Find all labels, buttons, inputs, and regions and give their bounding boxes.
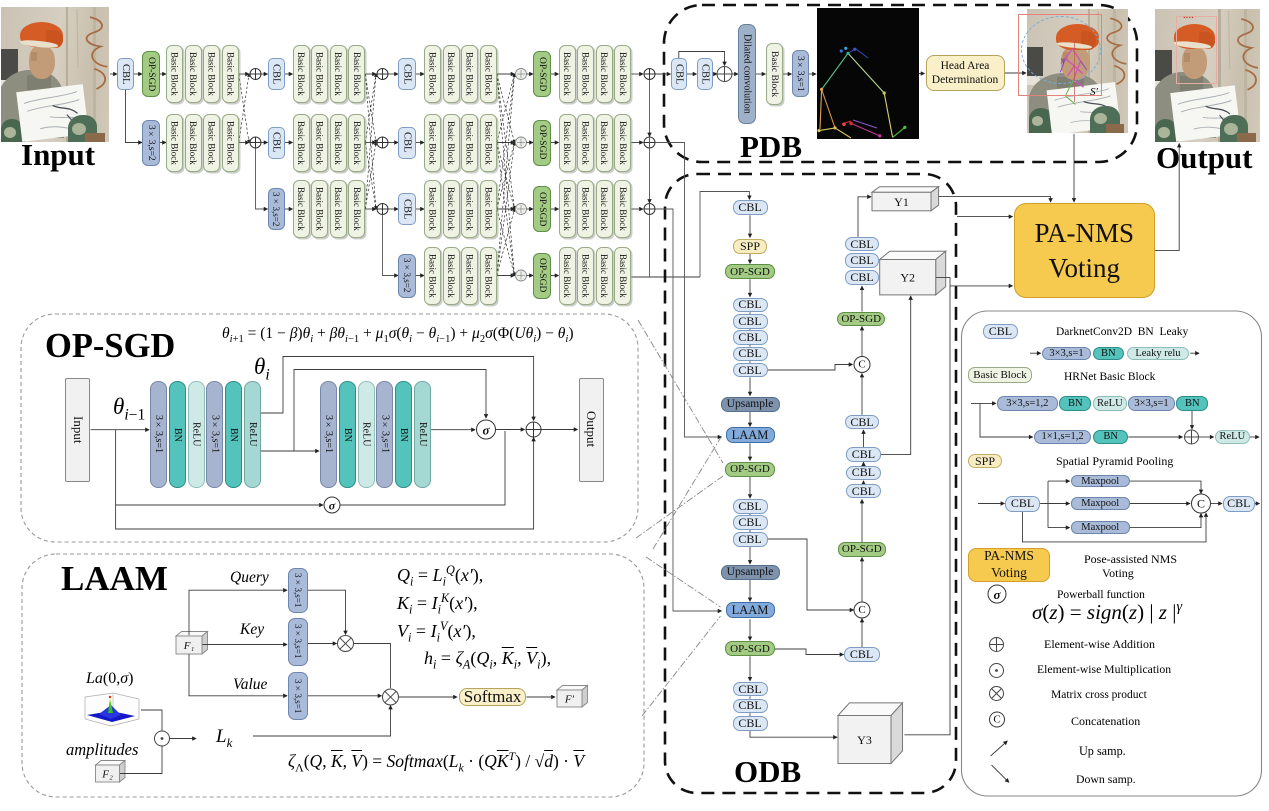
svg-text:F₂: F₂ <box>101 769 113 781</box>
svg-text:F′: F′ <box>564 694 575 706</box>
svg-text:σ: σ <box>482 423 490 438</box>
svg-text:F₁: F₁ <box>183 640 195 652</box>
svg-text:C: C <box>858 359 865 371</box>
svg-text:C: C <box>993 714 1000 726</box>
svg-text:Y2: Y2 <box>900 271 915 285</box>
svg-text:C: C <box>858 604 865 616</box>
svg-text:σ: σ <box>993 587 1001 602</box>
svg-text:Y1: Y1 <box>894 195 909 209</box>
svg-text:Y3: Y3 <box>857 733 872 747</box>
svg-text:C: C <box>1197 497 1205 511</box>
svg-text:σ: σ <box>329 499 336 513</box>
